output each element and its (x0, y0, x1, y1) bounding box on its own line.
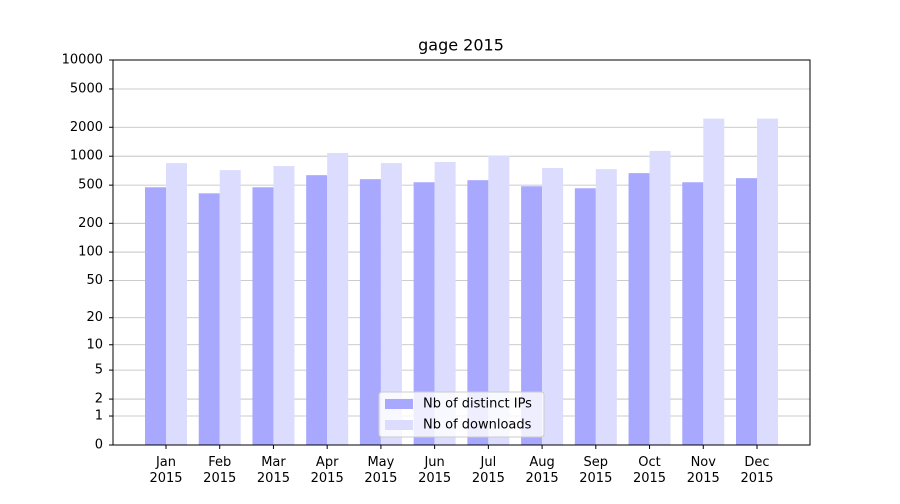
x-tick-label: Aug 2015 (526, 455, 559, 486)
bar (542, 168, 564, 445)
x-tick-label: Dec 2015 (740, 455, 773, 486)
plot-frame (112, 59, 811, 446)
y-tick-label: 1000 (70, 149, 103, 164)
x-tick-label: May 2015 (364, 455, 397, 486)
bar (198, 193, 220, 445)
bar (736, 178, 757, 445)
bar (413, 182, 435, 445)
legend-swatch (385, 420, 413, 430)
bar (628, 173, 650, 445)
x-tick-label: Jun 2015 (418, 455, 451, 486)
y-tick-label: 2000 (70, 120, 103, 135)
x-tick-label: Mar 2015 (257, 455, 290, 486)
bar (380, 163, 402, 445)
x-tick-label: Jul 2015 (472, 455, 505, 486)
bar (327, 152, 349, 445)
chart-title: gage 2015 (418, 36, 504, 55)
bar (682, 182, 704, 445)
legend-label: Nb of downloads (423, 418, 532, 433)
bar (757, 118, 778, 446)
bar (434, 162, 456, 446)
bar (649, 150, 671, 445)
legend-swatch (385, 399, 413, 409)
bar (488, 155, 510, 445)
x-tick-label: Nov 2015 (687, 455, 720, 486)
x-tick-label: Feb 2015 (203, 455, 236, 486)
legend-box (378, 391, 545, 438)
bar (595, 169, 617, 445)
x-tick-label: Jan 2015 (149, 455, 182, 486)
y-tick-label: 0 (95, 438, 103, 453)
y-tick-label: 5 (95, 363, 103, 378)
bar (521, 186, 543, 445)
bar (252, 187, 274, 445)
y-tick-label: 1 (95, 409, 103, 424)
x-tick-label: Sep 2015 (579, 455, 612, 486)
bar (703, 118, 725, 446)
y-tick-label: 100 (78, 245, 103, 260)
bar (273, 166, 295, 446)
y-tick-label: 50 (86, 273, 103, 288)
x-tick-label: Oct 2015 (633, 455, 666, 486)
y-tick-label: 500 (78, 178, 103, 193)
y-tick-label: 5000 (70, 81, 103, 96)
y-tick-label: 10 (86, 337, 103, 352)
bar (306, 175, 328, 446)
y-tick-label: 2 (95, 392, 103, 407)
bar (359, 179, 381, 445)
legend-label: Nb of distinct IPs (423, 397, 532, 412)
bar (574, 188, 596, 445)
bar (219, 170, 241, 445)
y-tick-label: 200 (78, 216, 103, 231)
y-tick-label: 20 (86, 310, 103, 325)
bar (166, 163, 187, 445)
x-tick-label: Apr 2015 (311, 455, 344, 486)
bar (145, 187, 166, 445)
bar (467, 180, 489, 445)
y-tick-label: 10000 (62, 53, 103, 68)
legend: Nb of distinct IPs Nb of downloads (378, 391, 545, 438)
